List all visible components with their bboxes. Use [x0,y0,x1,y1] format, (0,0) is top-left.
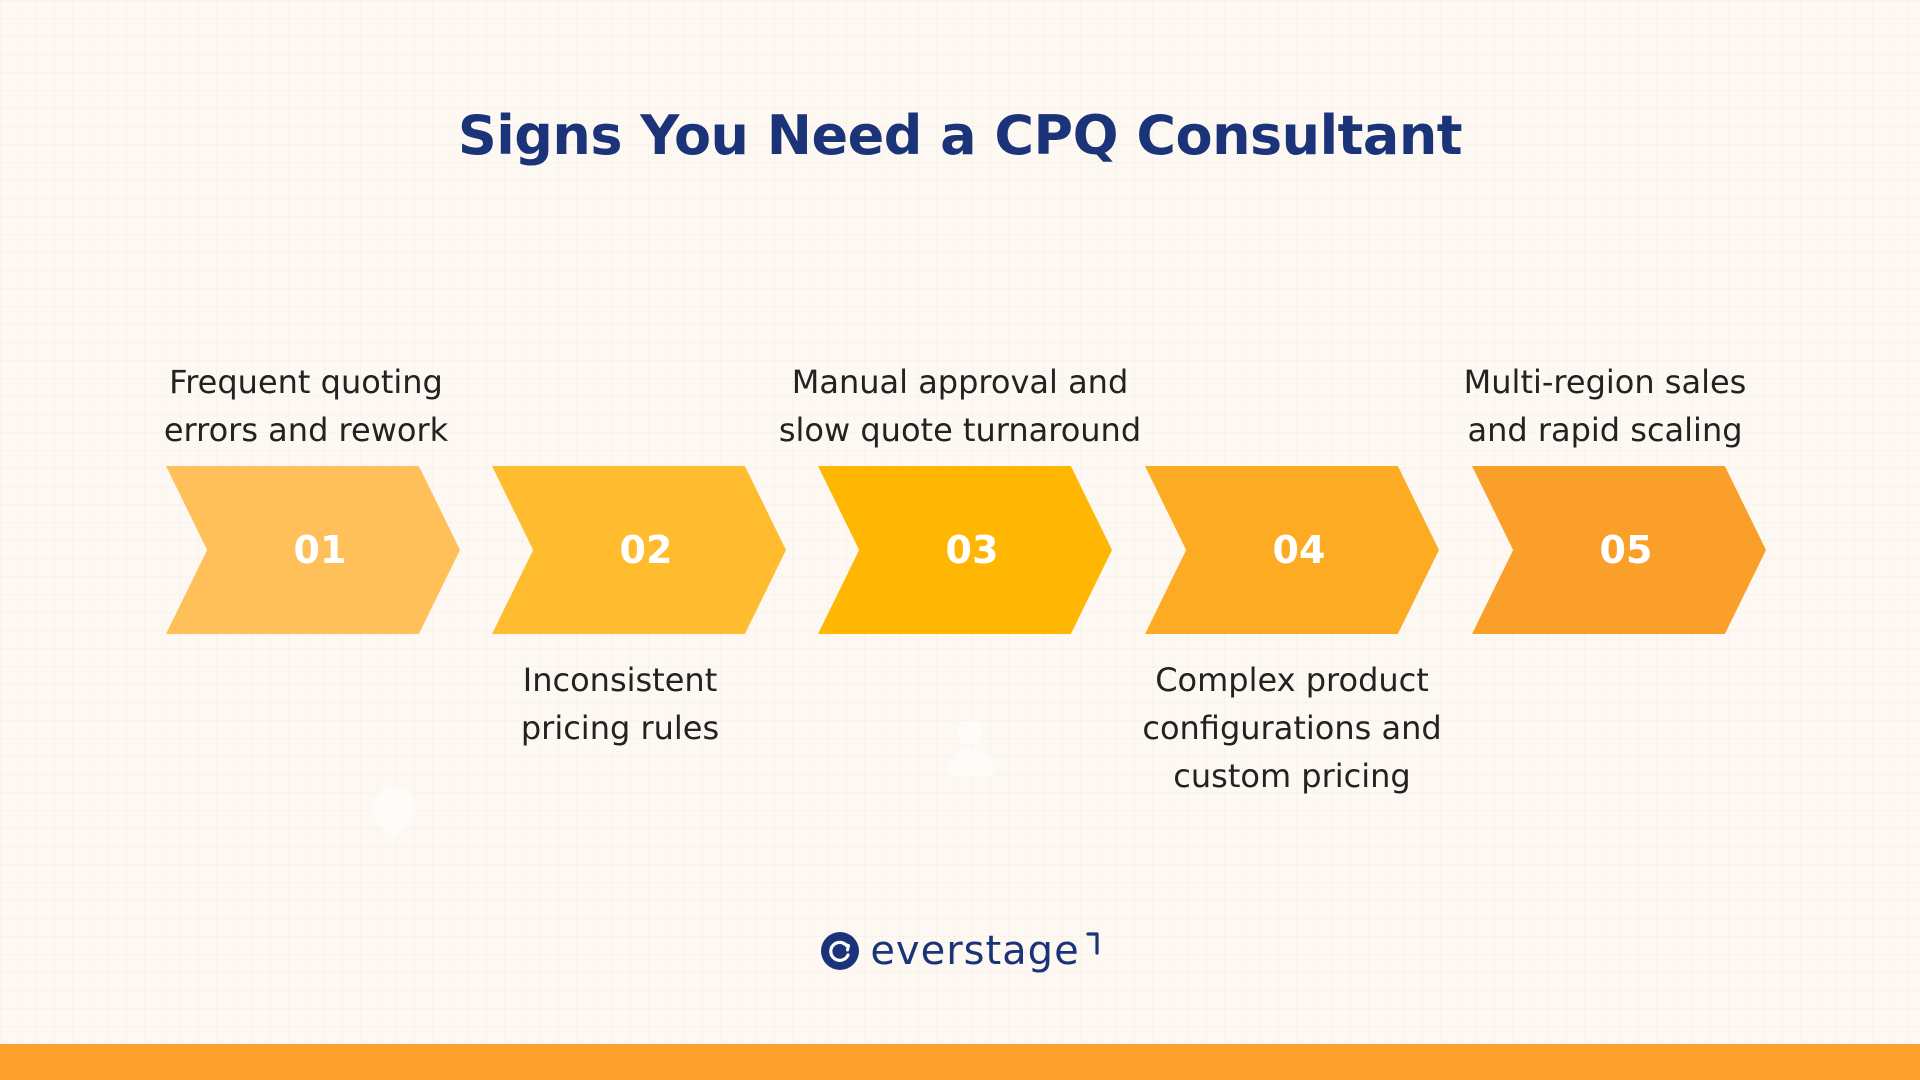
step-label-04: Complex product configurations and custo… [1142,661,1442,795]
brand-logo: everstage [0,928,1920,974]
step-label-05: Multi-region sales and rapid scaling [1463,363,1747,449]
logo-accent-icon [1086,932,1099,955]
step-chevron-05: 05 [1472,466,1766,634]
step-number: 01 [293,528,347,572]
step-chevron-02: 02 [492,466,786,634]
step-number: 03 [945,528,999,572]
step-label-03: Manual approval and slow quote turnaroun… [778,363,1142,449]
step-chevron-04: 04 [1145,466,1439,634]
location-pin-icon [362,776,426,840]
bottom-accent-bar [0,1044,1920,1080]
user-icon [940,720,1000,780]
page-title: Signs You Need a CPQ Consultant [457,104,1463,167]
step-chevron-01: 01 [166,466,460,634]
step-number: 05 [1599,528,1653,572]
step-chevron-03: 03 [818,466,1112,634]
step-label-02: Inconsistent pricing rules [520,661,720,747]
step-number: 04 [1272,528,1326,572]
step-number: 02 [619,528,673,572]
step-label-01: Frequent quoting errors and rework [163,363,449,449]
everstage-logo-icon [821,932,860,970]
brand-name: everstage [870,928,1080,974]
